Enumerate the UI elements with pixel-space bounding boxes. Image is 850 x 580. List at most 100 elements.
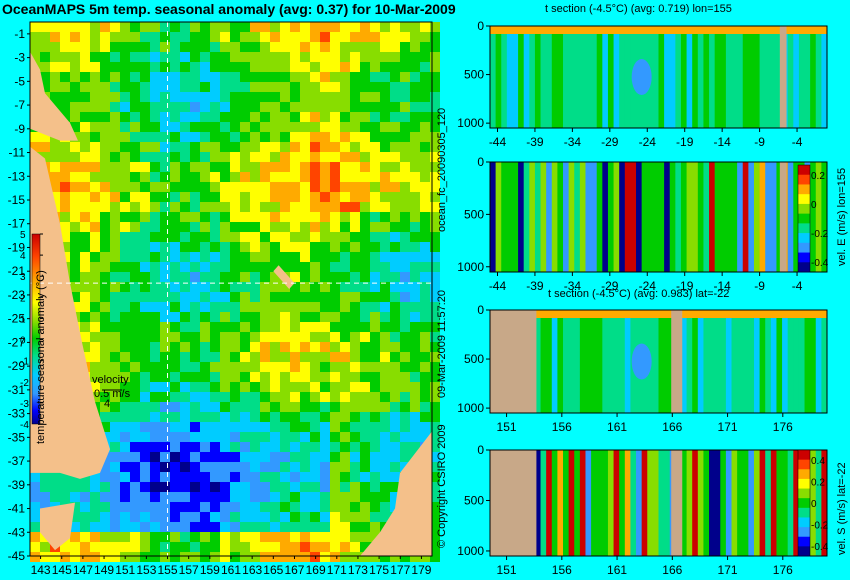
map-cell [120,382,130,392]
map-cell [350,62,360,72]
map-cell [70,162,80,172]
map-cell [110,332,120,342]
map-cell [70,532,80,542]
map-cell [420,262,430,272]
map-cell [370,392,380,402]
map-cell [170,192,180,202]
section-column [793,310,800,413]
section-column [664,310,671,413]
map-cell [110,22,120,32]
map-cell [160,442,170,452]
map-cell [140,112,150,122]
map-cell [350,202,360,212]
map-cell [350,282,360,292]
map-cell [340,332,350,342]
map-cell [130,272,140,282]
map-cell [360,402,370,412]
map-cell [420,422,430,432]
map-cell [230,142,240,152]
x-tick-label: -24 [639,135,657,149]
map-cell [290,52,300,62]
map-cell [170,502,180,512]
map-cell [230,62,240,72]
map-cell [300,342,310,352]
map-cell [240,452,250,462]
map-cell [430,182,440,192]
map-cell [330,432,340,442]
map-cell [380,22,390,32]
map-cell [80,482,90,492]
map-cell [310,382,320,392]
map-cell [290,322,300,332]
lat-tick-label: -45 [8,549,26,563]
map-cell [260,482,270,492]
map-cell [310,112,320,122]
map-cell [340,462,350,472]
section-column [574,310,581,413]
map-cell [110,442,120,452]
map-cell [70,92,80,102]
map-cell [250,102,260,112]
x-tick-label: -29 [601,279,619,293]
map-cell [230,312,240,322]
map-cell [210,162,220,172]
map-cell [180,372,190,382]
map-cell [110,482,120,492]
map-cell [190,312,200,322]
map-cell [260,232,270,242]
map-cell [50,162,60,172]
x-tick-label: 166 [662,563,682,577]
map-cell [290,112,300,122]
map-cell [280,152,290,162]
map-cell [370,252,380,262]
map-cell [430,452,440,462]
map-cell [410,422,420,432]
map-cell [260,52,270,62]
map-cell [280,92,290,102]
map-cell [300,412,310,422]
map-cell [80,132,90,142]
map-cell [300,192,310,202]
map-cell [430,432,440,442]
map-cell [90,352,100,362]
map-cell [130,42,140,52]
panel-frame [489,25,828,129]
map-cell [180,362,190,372]
map-cell [180,412,190,422]
lon-tick-label: 147 [73,563,93,577]
map-cell [370,82,380,92]
map-cell [290,192,300,202]
map-cell [210,402,220,412]
lon-tick-label: 159 [200,563,220,577]
map-cell [170,132,180,142]
map-cell [420,392,430,402]
map-cell [410,362,420,372]
map-cell [330,62,340,72]
map-cell [30,512,40,522]
map-cell [190,112,200,122]
x-tick-label: 176 [773,420,793,434]
map-cell [380,82,390,92]
map-cell [190,322,200,332]
map-cell [180,32,190,42]
map-cell [60,102,70,112]
map-cell [150,172,160,182]
map-cell [390,392,400,402]
map-cell [280,52,290,62]
new-zealand-land [360,431,432,556]
map-cell [90,472,100,482]
map-cell [300,142,310,152]
map-cell [310,352,320,362]
map-cell [330,362,340,372]
section-column [793,26,800,128]
map-cell [370,22,380,32]
map-cell [400,382,410,392]
map-cell [200,162,210,172]
map-cell [160,82,170,92]
map-cell [430,32,440,42]
colorbar-segment [798,233,810,244]
section-column [720,450,727,556]
map-cell [120,532,130,542]
map-cell [90,142,100,152]
map-cell [270,482,280,492]
